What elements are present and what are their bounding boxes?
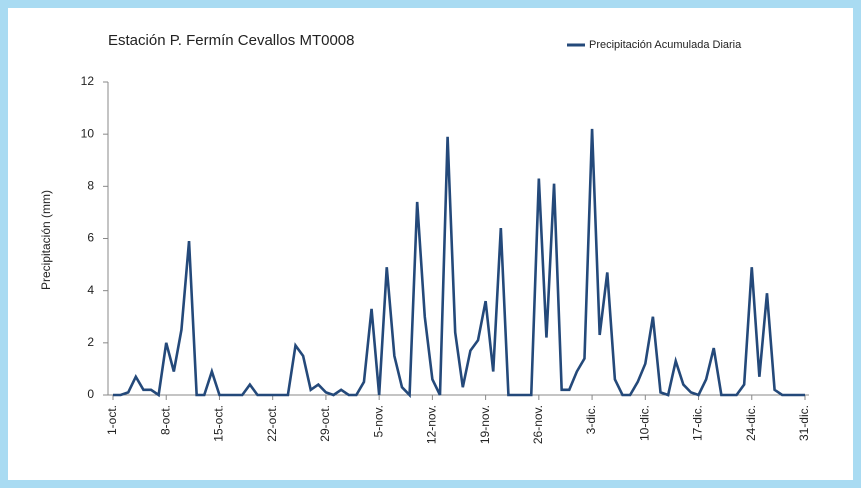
y-tick-label: 8 (87, 179, 94, 193)
x-tick-label: 22-oct. (265, 405, 279, 442)
chart-title: Estación P. Fermín Cevallos MT0008 (108, 32, 355, 49)
x-tick-label: 29-oct. (318, 405, 332, 442)
y-tick-label: 2 (87, 335, 94, 349)
x-tick-label: 10-dic. (637, 405, 651, 441)
x-tick-label: 5-nov. (371, 405, 385, 437)
chart-area (8, 8, 853, 480)
x-tick-label: 8-oct. (158, 405, 172, 435)
y-tick-label: 0 (87, 387, 94, 401)
y-tick-label: 10 (81, 126, 95, 140)
x-tick-label: 3-dic. (584, 405, 598, 434)
x-tick-label: 19-nov. (478, 405, 492, 444)
x-tick-label: 31-dic. (797, 405, 811, 441)
x-tick-label: 12-nov. (425, 405, 439, 444)
x-tick-label: 15-oct. (212, 405, 226, 442)
data-line (113, 128, 805, 399)
y-tick-label: 6 (87, 231, 94, 245)
y-tick-label: 4 (87, 283, 94, 297)
y-axis-label: Precipitación (mm) (39, 190, 53, 290)
x-tick-label: 1-oct. (105, 405, 119, 435)
x-tick-label: 24-dic. (744, 405, 758, 441)
legend-label: Precipitación Acumulada Diaria (589, 39, 742, 51)
x-tick-label: 17-dic. (691, 405, 705, 441)
y-tick-label: 12 (81, 74, 95, 88)
x-tick-label: 26-nov. (531, 405, 545, 444)
